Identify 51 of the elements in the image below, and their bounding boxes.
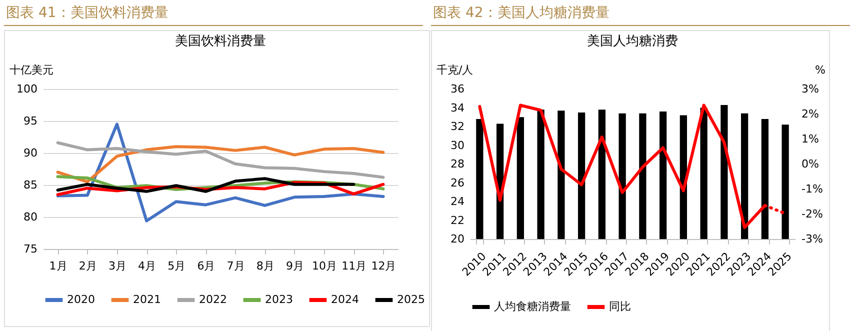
y-tick-label: 95 bbox=[24, 114, 38, 128]
legend-label: 2023 bbox=[265, 293, 293, 306]
x-tick-label: 10月 bbox=[312, 260, 338, 272]
y2-tick-label: -2% bbox=[802, 208, 823, 220]
legend-label: 同比 bbox=[609, 300, 631, 313]
x-tick-label: 11月 bbox=[342, 260, 367, 272]
x-tick-label: 7月 bbox=[226, 260, 245, 272]
chart-title: 图表 42：美国人均糖消费量 bbox=[431, 2, 850, 26]
x-tick-label: 1月 bbox=[49, 260, 68, 272]
y-tick-label: 85 bbox=[24, 178, 38, 192]
y2-tick-label: 3% bbox=[802, 82, 819, 96]
y-tick-label: 28 bbox=[450, 158, 464, 170]
legend-label: 人均食糖消费量 bbox=[494, 300, 571, 313]
y-tick-label: 100 bbox=[16, 82, 38, 96]
y-tick-label: 22 bbox=[450, 214, 464, 227]
y-tick-label: 90 bbox=[24, 146, 38, 160]
x-tick-label: 5月 bbox=[168, 260, 186, 272]
y-tick-label: 75 bbox=[24, 242, 38, 256]
y-tick-label: 26 bbox=[450, 176, 464, 190]
x-tick-label: 6月 bbox=[197, 260, 216, 272]
legend-label: 2020 bbox=[67, 293, 95, 306]
y-axis-title: 十亿美元 bbox=[10, 64, 54, 76]
x-tick-label: 12月 bbox=[371, 260, 396, 272]
y-tick-label: 24 bbox=[450, 195, 464, 208]
x-tick-label: 8月 bbox=[256, 260, 274, 272]
x-tick-label: 3月 bbox=[108, 260, 126, 272]
x-tick-label: 9月 bbox=[286, 260, 304, 272]
y-tick-label: 30 bbox=[450, 138, 464, 152]
y2-axis-title: % bbox=[815, 64, 826, 76]
chart-subtitle: 美国人均糖消费 bbox=[587, 33, 678, 49]
line-series bbox=[56, 122, 385, 222]
line-series bbox=[56, 177, 356, 193]
x-tick-label: 2月 bbox=[78, 260, 97, 272]
y-tick-label: 20 bbox=[450, 232, 464, 246]
chart-title: 图表 41：美国饮料消费量 bbox=[4, 2, 423, 26]
y2-tick-label: -1% bbox=[802, 182, 823, 196]
legend-label: 2024 bbox=[331, 293, 359, 306]
y-axis-title: 千克/人 bbox=[436, 64, 474, 76]
x-tick-label: 4月 bbox=[138, 260, 156, 272]
y-tick-label: 80 bbox=[24, 210, 38, 224]
legend-label: 2025 bbox=[397, 293, 425, 306]
y2-tick-label: 0% bbox=[802, 158, 819, 170]
legend-label: 2022 bbox=[199, 293, 227, 306]
y2-tick-label: 1% bbox=[802, 132, 819, 146]
chart-subtitle: 美国饮料消费量 bbox=[175, 33, 266, 49]
y2-tick-label: -3% bbox=[802, 232, 823, 246]
y-tick-label: 32 bbox=[450, 120, 464, 133]
legend-label: 2021 bbox=[133, 293, 161, 306]
y-tick-label: 36 bbox=[450, 82, 464, 96]
y-tick-label: 34 bbox=[450, 101, 464, 114]
y2-tick-label: 2% bbox=[802, 108, 819, 120]
